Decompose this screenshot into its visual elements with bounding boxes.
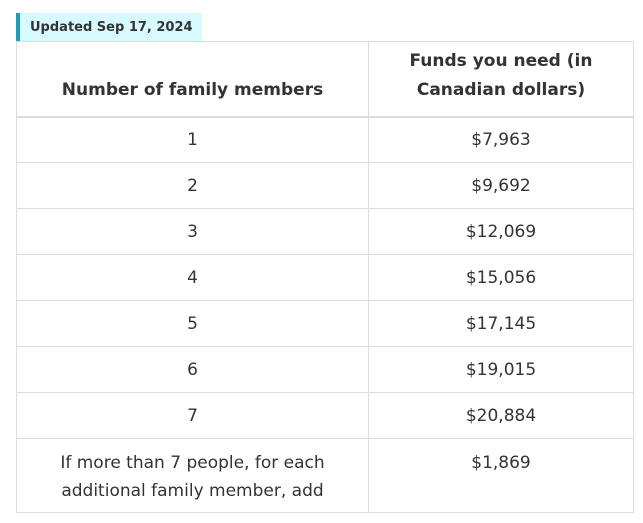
family-members-cell: 1 [16,116,369,163]
updated-date-label: Updated Sep 17, 2024 [30,19,193,35]
funds-cell: $17,145 [368,300,634,347]
family-members-cell: 2 [16,162,369,209]
family-members-cell: 3 [16,208,369,255]
funds-cell: $7,963 [368,116,634,163]
family-members-cell: 6 [16,346,369,393]
table-row: 5 $17,145 [16,300,634,347]
updated-date-badge: Updated Sep 17, 2024 [16,13,202,41]
funds-cell: $15,056 [368,254,634,301]
header-family-members: Number of family members [16,41,369,118]
table-row: 3 $12,069 [16,208,634,255]
funds-required-table: Number of family members Funds you need … [16,41,634,513]
additional-member-note: If more than 7 people, for each addition… [16,438,369,513]
funds-cell: $20,884 [368,392,634,439]
table-row: 1 $7,963 [16,116,634,163]
funds-cell: $1,869 [368,438,634,513]
table-row: 7 $20,884 [16,392,634,439]
family-members-cell: 7 [16,392,369,439]
table-row: 4 $15,056 [16,254,634,301]
funds-cell: $12,069 [368,208,634,255]
header-funds-needed: Funds you need (in Canadian dollars) [368,41,634,118]
family-members-cell: 5 [16,300,369,347]
funds-cell: $9,692 [368,162,634,209]
funds-cell: $19,015 [368,346,634,393]
family-members-cell: 4 [16,254,369,301]
table-header-row: Number of family members Funds you need … [16,41,634,118]
table-row-additional-member: If more than 7 people, for each addition… [16,438,634,513]
table-row: 6 $19,015 [16,346,634,393]
table-row: 2 $9,692 [16,162,634,209]
